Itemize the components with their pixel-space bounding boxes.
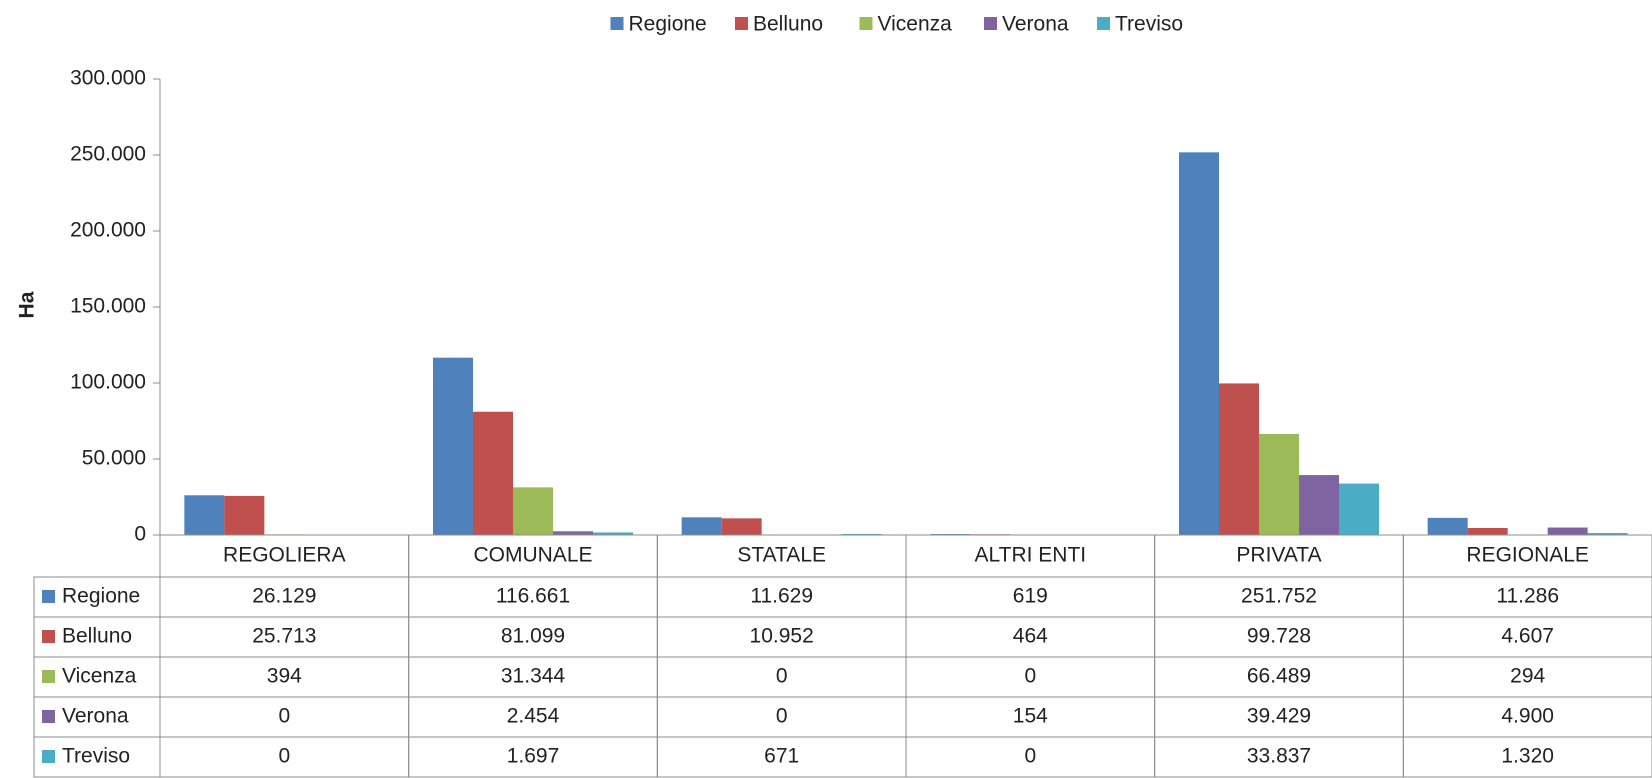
value-label: 0 [1024,745,1036,768]
value-label: 4.607 [1501,625,1554,648]
bar [1299,475,1339,535]
value-label: 81.099 [501,625,565,648]
y-tick-label: 0 [134,523,146,546]
bar [224,495,265,535]
value-label: 464 [1013,625,1048,648]
value-label: 10.952 [750,625,814,648]
category-label: STATALE [737,544,826,567]
value-label: 2.454 [507,705,560,728]
value-label: 154 [1013,705,1048,728]
table-swatch [42,710,55,723]
table-swatch [42,750,55,763]
value-label: 619 [1013,585,1048,608]
legend-swatch [610,17,624,30]
bar [841,533,882,535]
legend-label: Treviso [1115,13,1183,36]
value-label: 11.286 [1496,585,1559,608]
bar [1179,152,1219,535]
y-tick-label: 300.000 [70,67,146,90]
table-swatch [42,630,55,643]
bar [1219,383,1259,535]
legend-swatch [735,17,748,30]
value-label: 11.629 [750,585,813,608]
value-label: 31.344 [501,665,566,688]
value-label: 394 [267,665,302,688]
y-tick-label: 150.000 [70,295,146,318]
row-label: Belluno [62,625,132,648]
bar [721,518,762,535]
legend-swatch [859,17,873,30]
value-label: 0 [278,745,290,768]
value-label: 25.713 [252,625,316,648]
value-label: 0 [1024,665,1036,688]
value-label: 1.320 [1501,745,1554,768]
value-label: 251.752 [1241,585,1317,608]
bar [1547,527,1588,535]
value-label: 4.900 [1501,705,1554,728]
value-label: 0 [776,705,788,728]
bar [513,487,553,535]
y-tick-label: 50.000 [82,447,146,470]
legend-swatch [984,17,997,30]
table-swatch [42,590,55,603]
bar [681,517,722,535]
value-label: 26.129 [252,585,316,608]
legend-swatch [1097,17,1110,30]
value-label: 0 [278,705,290,728]
bar [184,495,225,535]
value-label: 39.429 [1247,705,1311,728]
value-label: 99.728 [1247,625,1311,648]
row-label: Regione [62,585,140,608]
bar [1467,527,1508,535]
category-label: REGOLIERA [223,544,346,567]
category-label: REGIONALE [1466,544,1589,567]
value-label: 671 [764,745,799,768]
row-label: Treviso [62,745,130,768]
y-tick-label: 250.000 [70,143,146,166]
bar [1427,517,1468,535]
y-tick-label: 100.000 [70,371,146,394]
table-cell [1402,736,1652,778]
table-swatch [42,670,55,683]
bar [593,532,633,535]
category-label: ALTRI ENTI [975,544,1087,567]
category-label: PRIVATA [1236,544,1321,567]
value-label: 294 [1510,665,1545,688]
value-label: 66.489 [1247,665,1311,688]
bar [433,357,473,535]
row-label: Verona [62,705,129,728]
value-label: 0 [776,665,788,688]
category-label: COMUNALE [473,544,592,567]
bar [1259,433,1299,535]
bar [1587,532,1628,535]
legend-label: Belluno [753,13,823,36]
value-label: 33.837 [1247,745,1311,768]
bar [1339,483,1379,535]
legend-label: Vicenza [878,13,953,36]
y-axis-label: Ha [16,291,39,318]
value-label: 116.661 [496,585,570,608]
y-tick-label: 200.000 [70,219,146,242]
row-label: Vicenza [62,665,137,688]
legend-label: Regione [629,13,707,36]
bar [553,531,593,535]
legend-label: Verona [1002,13,1069,36]
value-label: 1.697 [507,745,560,768]
bar [473,411,513,535]
